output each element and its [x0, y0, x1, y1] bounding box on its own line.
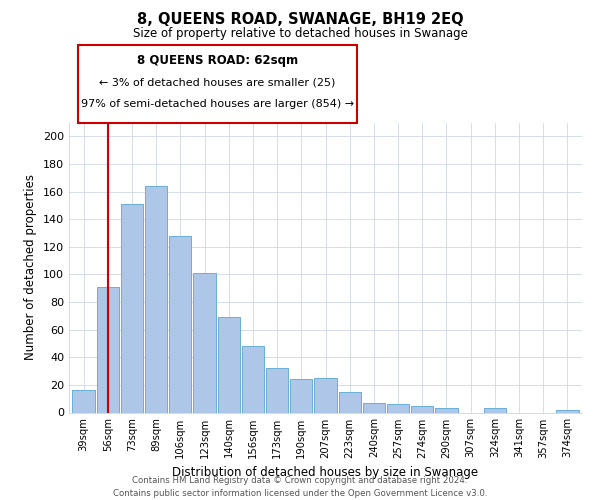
Bar — [556, 410, 578, 412]
Bar — [266, 368, 288, 412]
Bar — [73, 390, 95, 412]
Bar — [387, 404, 409, 412]
Bar — [363, 403, 385, 412]
Text: 8, QUEENS ROAD, SWANAGE, BH19 2EQ: 8, QUEENS ROAD, SWANAGE, BH19 2EQ — [137, 12, 463, 28]
Bar — [218, 317, 240, 412]
Bar — [145, 186, 167, 412]
Text: 97% of semi-detached houses are larger (854) →: 97% of semi-detached houses are larger (… — [81, 99, 354, 109]
Bar — [242, 346, 264, 412]
Bar — [484, 408, 506, 412]
X-axis label: Distribution of detached houses by size in Swanage: Distribution of detached houses by size … — [172, 466, 479, 479]
Text: ← 3% of detached houses are smaller (25): ← 3% of detached houses are smaller (25) — [100, 78, 335, 88]
Bar — [121, 204, 143, 412]
Bar — [193, 273, 215, 412]
Text: 8 QUEENS ROAD: 62sqm: 8 QUEENS ROAD: 62sqm — [137, 54, 298, 67]
Bar — [436, 408, 458, 412]
Y-axis label: Number of detached properties: Number of detached properties — [25, 174, 37, 360]
Bar — [97, 287, 119, 412]
Bar — [290, 380, 313, 412]
Bar — [314, 378, 337, 412]
Bar — [169, 236, 191, 412]
Text: Contains HM Land Registry data © Crown copyright and database right 2024.: Contains HM Land Registry data © Crown c… — [132, 476, 468, 485]
Text: Contains public sector information licensed under the Open Government Licence v3: Contains public sector information licen… — [113, 489, 487, 498]
Bar — [411, 406, 433, 412]
Bar — [338, 392, 361, 412]
Text: Size of property relative to detached houses in Swanage: Size of property relative to detached ho… — [133, 28, 467, 40]
